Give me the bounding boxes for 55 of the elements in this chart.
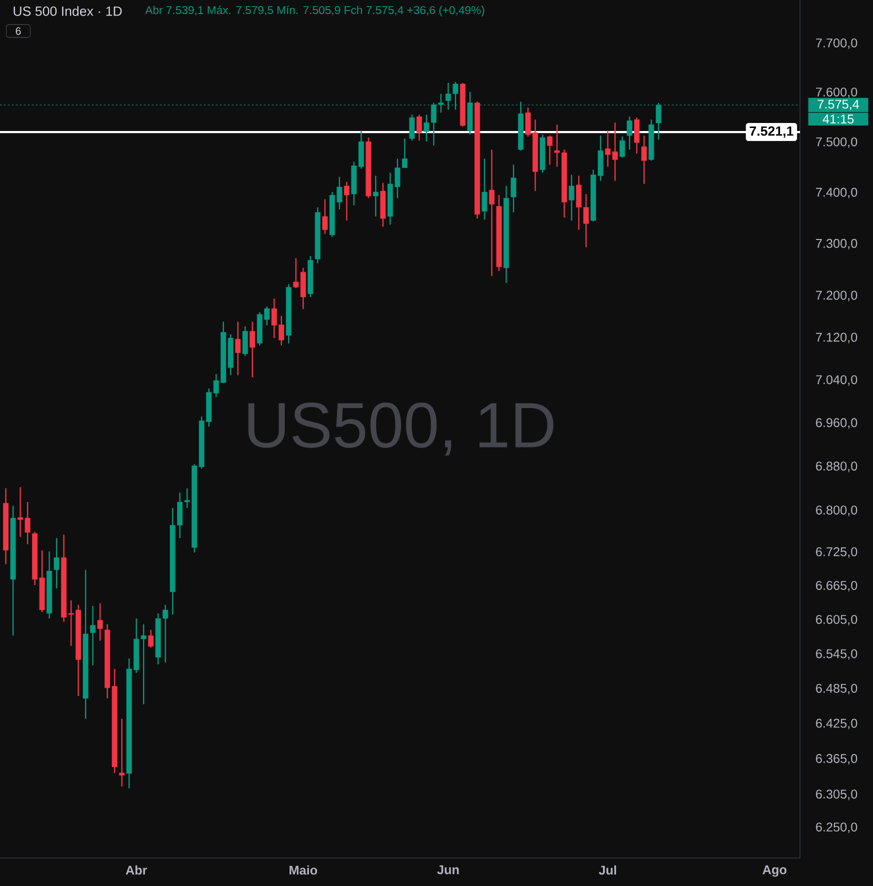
candlestick	[489, 149, 494, 277]
y-tick-label: 7.500,0	[816, 137, 858, 148]
y-tick-label: 6.365,0	[816, 754, 858, 765]
y-tick-label: 7.400,0	[816, 188, 858, 198]
y-tick-label: 6.665,0	[816, 580, 858, 592]
candlestick	[119, 718, 125, 788]
candlestick	[344, 181, 350, 222]
candlestick	[372, 175, 378, 218]
candlestick	[568, 174, 574, 222]
candlestick	[322, 198, 328, 234]
candlestick	[250, 321, 256, 378]
y-tick-label: 6.545,0	[816, 649, 858, 660]
chart-title: US 500 Index · 1D	[14, 6, 122, 16]
y-tick-label: 7.300,0	[816, 238, 858, 250]
x-tick-label: Jul	[598, 865, 616, 875]
candlestick	[510, 164, 516, 213]
annotation: US500, 1D	[248, 402, 554, 456]
y-tick-label: 7.200,0	[816, 290, 858, 302]
candlestick	[656, 102, 662, 140]
candlestick	[620, 136, 626, 158]
y-tick-label: 7.120,0	[816, 332, 858, 344]
y-tick-label: 7.700,0	[816, 38, 858, 49]
candlestick	[409, 114, 415, 142]
candlestick	[626, 116, 632, 150]
candlestick	[148, 629, 154, 648]
candlestick	[416, 114, 422, 142]
ref-line-label: 7.575,4	[818, 100, 860, 110]
x-tick-label: Jun	[437, 865, 459, 874]
candlestick	[634, 117, 640, 154]
candlestick	[242, 326, 248, 357]
y-tick-label: 7.040,0	[816, 375, 858, 386]
candlestick	[97, 602, 103, 642]
y-tick-label: 6.880,0	[816, 462, 858, 472]
y-tick-label: 7.600,0	[816, 88, 858, 98]
x-tick-label: Maio	[290, 865, 318, 875]
y-tick-label: 6.250,0	[816, 822, 858, 834]
y-tick-label: 6.960,0	[816, 418, 858, 429]
candlestick	[235, 321, 241, 376]
y-tick-label: 6.485,0	[816, 684, 858, 694]
candlestick	[482, 158, 488, 220]
annotation: 6	[16, 27, 21, 35]
y-tick-label: 6.605,0	[816, 614, 858, 626]
y-tick-label: 6.305,0	[816, 790, 858, 800]
chart-subtitle: Abr 7.539,1 Máx. 7.579,5 Mín. 7.505,9 Fch 7.575,4 +36,6 (+0,49%)	[145, 6, 484, 16]
y-tick-label: 6.725,0	[816, 547, 858, 558]
x-tick-label: Ago	[762, 865, 786, 877]
x-tick-label: Abr	[126, 865, 148, 875]
y-tick-label: 6.425,0	[816, 718, 858, 730]
ref-line-label: 7.521,1	[750, 126, 794, 138]
candlestick	[54, 537, 60, 590]
candlestick	[90, 605, 96, 666]
candlestick	[547, 134, 553, 166]
candlestick	[641, 134, 647, 184]
text: 41:15	[822, 114, 854, 124]
y-tick-label: 6.800,0	[816, 506, 858, 516]
